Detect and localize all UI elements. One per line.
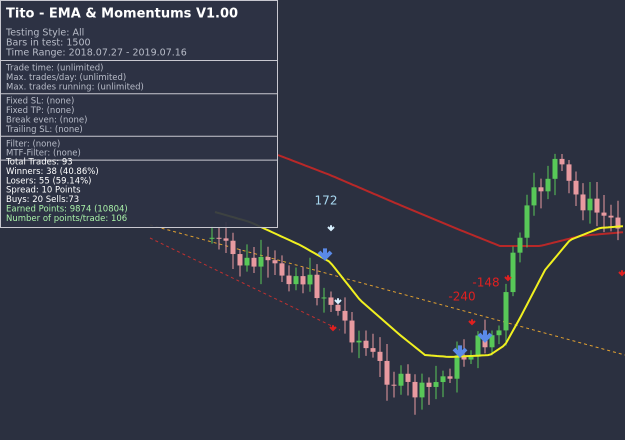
signal-arrow: [452, 345, 468, 358]
candle-body: [447, 376, 453, 379]
candle-body: [391, 384, 397, 386]
candle-body: [216, 237, 222, 239]
candle-body: [251, 257, 257, 267]
candle-body: [475, 335, 481, 357]
signal-arrow: [327, 225, 335, 232]
signal-arrow: [317, 248, 333, 261]
candle-body: [370, 348, 376, 352]
candle-body: [223, 238, 229, 241]
candle-body: [580, 194, 586, 211]
trade-annotation: -148: [472, 276, 499, 290]
candle-body: [615, 217, 621, 229]
candle-body: [300, 276, 306, 285]
signal-arrow: [329, 325, 337, 332]
panel-line: Bars in test: 1500: [6, 38, 91, 49]
candle-body: [594, 198, 600, 213]
signal-arrow: [468, 319, 476, 326]
candle-body: [258, 257, 264, 267]
signal-arrow: [504, 275, 512, 282]
candle-body: [545, 178, 551, 192]
panel-line: Max. trades/day: (unlimited): [6, 73, 126, 83]
candle-body: [559, 158, 565, 165]
price-chart: 172 -240-148: [149, 153, 625, 415]
candle-body: [272, 260, 278, 264]
candle-body: [314, 274, 320, 299]
highlight-line: Number of points/trade: 106: [6, 214, 127, 224]
panel-line: Trailing SL: (none): [5, 125, 83, 135]
candle-body: [608, 215, 614, 218]
candle-body: [237, 254, 243, 266]
candle-body: [433, 382, 439, 387]
candle-body: [566, 164, 572, 181]
candle-body: [538, 187, 544, 192]
trade-annotation: -240: [448, 290, 475, 304]
trend-line: [149, 224, 625, 356]
candle-body: [398, 373, 404, 386]
panel-title: Tito - EMA & Momentums V1.00: [6, 7, 238, 22]
panel-line: Fixed SL: (none): [6, 97, 74, 107]
candle-body: [279, 263, 285, 276]
result-line: Winners: 38 (40.86%): [6, 167, 99, 177]
candle-body: [573, 180, 579, 195]
candle-body: [286, 275, 292, 285]
candle-body: [363, 340, 369, 349]
candle-body: [489, 335, 495, 348]
candle-body: [384, 360, 390, 385]
candle-body: [454, 355, 460, 379]
highlight-line: Earned Points: 9874 (10804): [6, 205, 128, 215]
candle-body: [349, 320, 355, 343]
candle-body: [209, 237, 215, 239]
candle-body: [524, 205, 530, 238]
candle-body: [405, 373, 411, 382]
candle-body: [440, 376, 446, 383]
panel-line: MTF-Filter: (none): [6, 149, 81, 159]
candle-body: [265, 257, 271, 261]
ema-slow: [277, 154, 624, 247]
result-line: Losers: 55 (59.14%): [6, 176, 92, 186]
candle-body: [496, 330, 502, 336]
candle-body: [510, 252, 516, 293]
candle-body: [307, 274, 313, 285]
candle-body: [587, 198, 593, 211]
candle-body: [328, 297, 334, 305]
signal-arrow: [477, 330, 493, 343]
trend-line: [149, 237, 341, 331]
result-line: Buys: 20 Sells:73: [6, 195, 79, 205]
candle-body: [601, 212, 607, 216]
candle-body: [419, 382, 425, 398]
candle-body: [517, 237, 523, 253]
candle-body: [342, 310, 348, 321]
panel-box: [0, 0, 278, 228]
candle-body: [377, 351, 383, 361]
panel-line: Trade time: (unlimited): [5, 64, 103, 74]
panel-line: Fixed TP: (none): [6, 106, 74, 116]
trade-annotation: 172: [315, 194, 338, 208]
candle-body: [531, 187, 537, 206]
ema-fast: [214, 211, 624, 358]
candle-body: [468, 356, 474, 360]
candle-body: [552, 158, 558, 179]
candle-body: [503, 292, 509, 331]
panel-line: Filter: (none): [6, 139, 60, 149]
candle-body: [412, 381, 418, 398]
result-line: Spread: 10 Points: [6, 186, 81, 196]
signal-arrow: [334, 298, 342, 305]
result-line: Total Trades: 93: [5, 158, 73, 168]
candle-body: [230, 240, 236, 255]
candle-body: [321, 297, 327, 299]
candle-body: [293, 276, 299, 285]
candle-body: [244, 257, 250, 266]
candle-body: [335, 304, 341, 311]
panel-line: Testing Style: All: [5, 28, 84, 39]
signal-arrow: [618, 270, 625, 277]
panel-line: Time Range: 2018.07.27 - 2019.07.16: [5, 48, 187, 59]
panel-line: Max. trades running: (unlimited): [6, 82, 144, 92]
candle-body: [356, 340, 362, 343]
info-panel: Tito - EMA & Momentums V1.00 Testing Sty…: [0, 0, 278, 228]
panel-line: Break even: (none): [6, 116, 87, 126]
candle-body: [461, 355, 467, 360]
candle-body: [426, 382, 432, 387]
